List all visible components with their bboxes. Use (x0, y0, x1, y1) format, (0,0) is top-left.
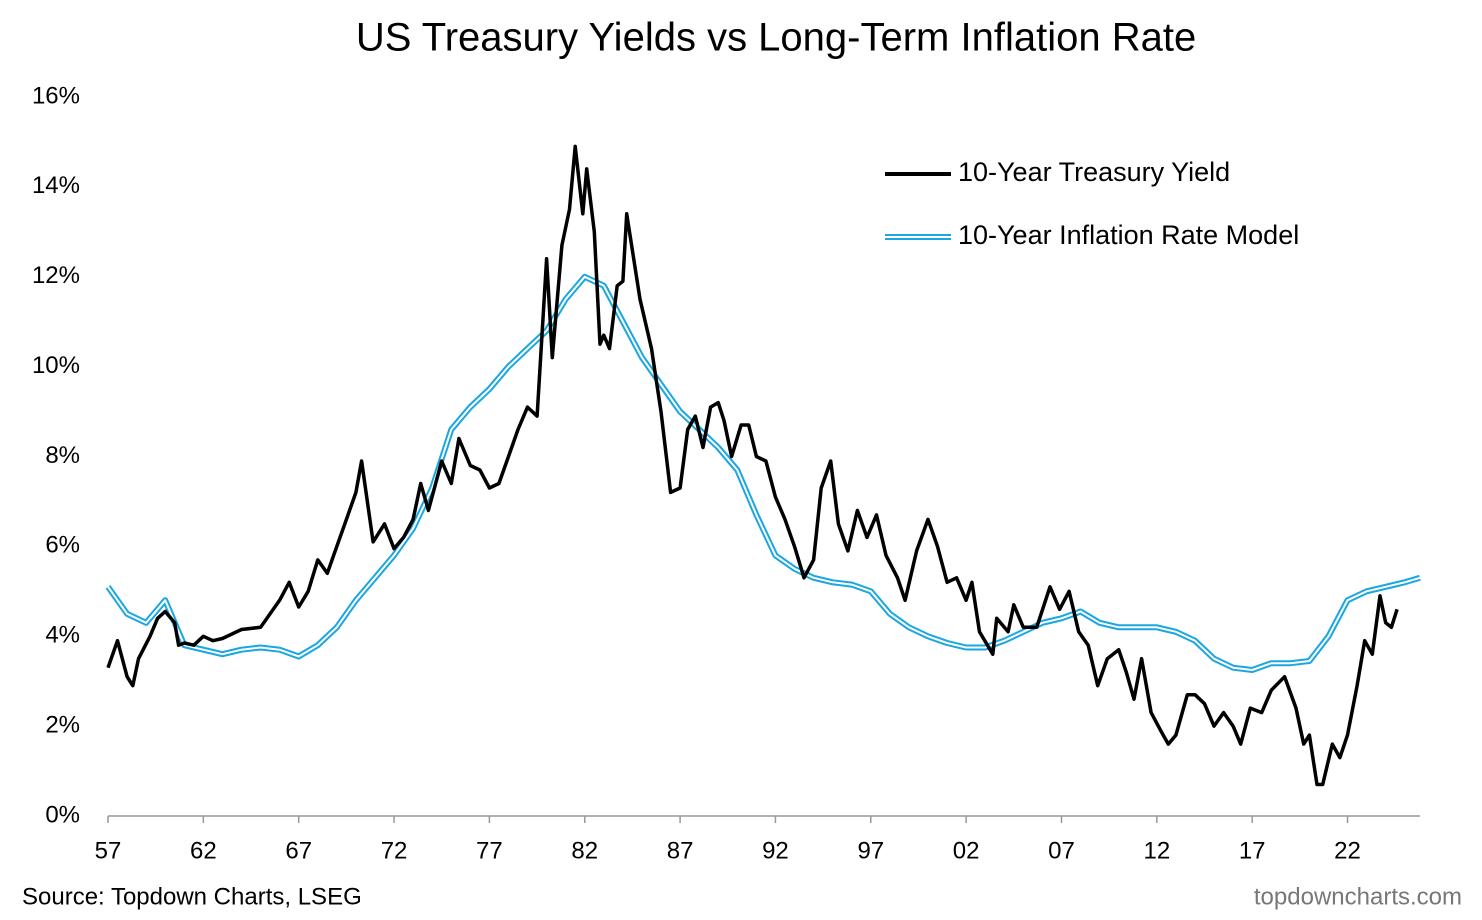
x-tick-label: 62 (190, 837, 217, 864)
y-tick-label: 4% (45, 622, 80, 649)
y-tick-label: 8% (45, 442, 80, 469)
source-note: Source: Topdown Charts, LSEG (22, 883, 362, 910)
x-tick-label: 02 (953, 837, 980, 864)
y-tick-label: 12% (32, 262, 80, 289)
watermark: topdowncharts.com (1254, 883, 1462, 910)
y-tick-label: 14% (32, 172, 80, 199)
x-tick-label: 12 (1143, 837, 1170, 864)
legend-label: 10-Year Inflation Rate Model (958, 220, 1299, 250)
x-tick-label: 07 (1048, 837, 1075, 864)
x-tick-label: 97 (857, 837, 884, 864)
x-tick-label: 22 (1334, 837, 1361, 864)
chart-title: US Treasury Yields vs Long-Term Inflatio… (356, 16, 1196, 60)
x-tick-label: 57 (95, 837, 122, 864)
y-tick-label: 2% (45, 711, 80, 738)
y-tick-label: 10% (32, 352, 80, 379)
series-line (106, 144, 1399, 787)
x-tick-label: 17 (1239, 837, 1266, 864)
y-tick-label: 0% (45, 801, 80, 828)
x-tick-label: 82 (571, 837, 598, 864)
x-tick-label: 77 (476, 837, 503, 864)
series-line (105, 273, 1421, 673)
x-tick-label: 92 (762, 837, 789, 864)
y-tick-label: 16% (32, 82, 80, 109)
x-tick-label: 67 (285, 837, 312, 864)
series-line-inner (107, 275, 1421, 671)
x-tick-label: 72 (381, 837, 408, 864)
y-tick-label: 6% (45, 532, 80, 559)
legend-label: 10-Year Treasury Yield (958, 157, 1230, 187)
x-tick-label: 87 (667, 837, 694, 864)
